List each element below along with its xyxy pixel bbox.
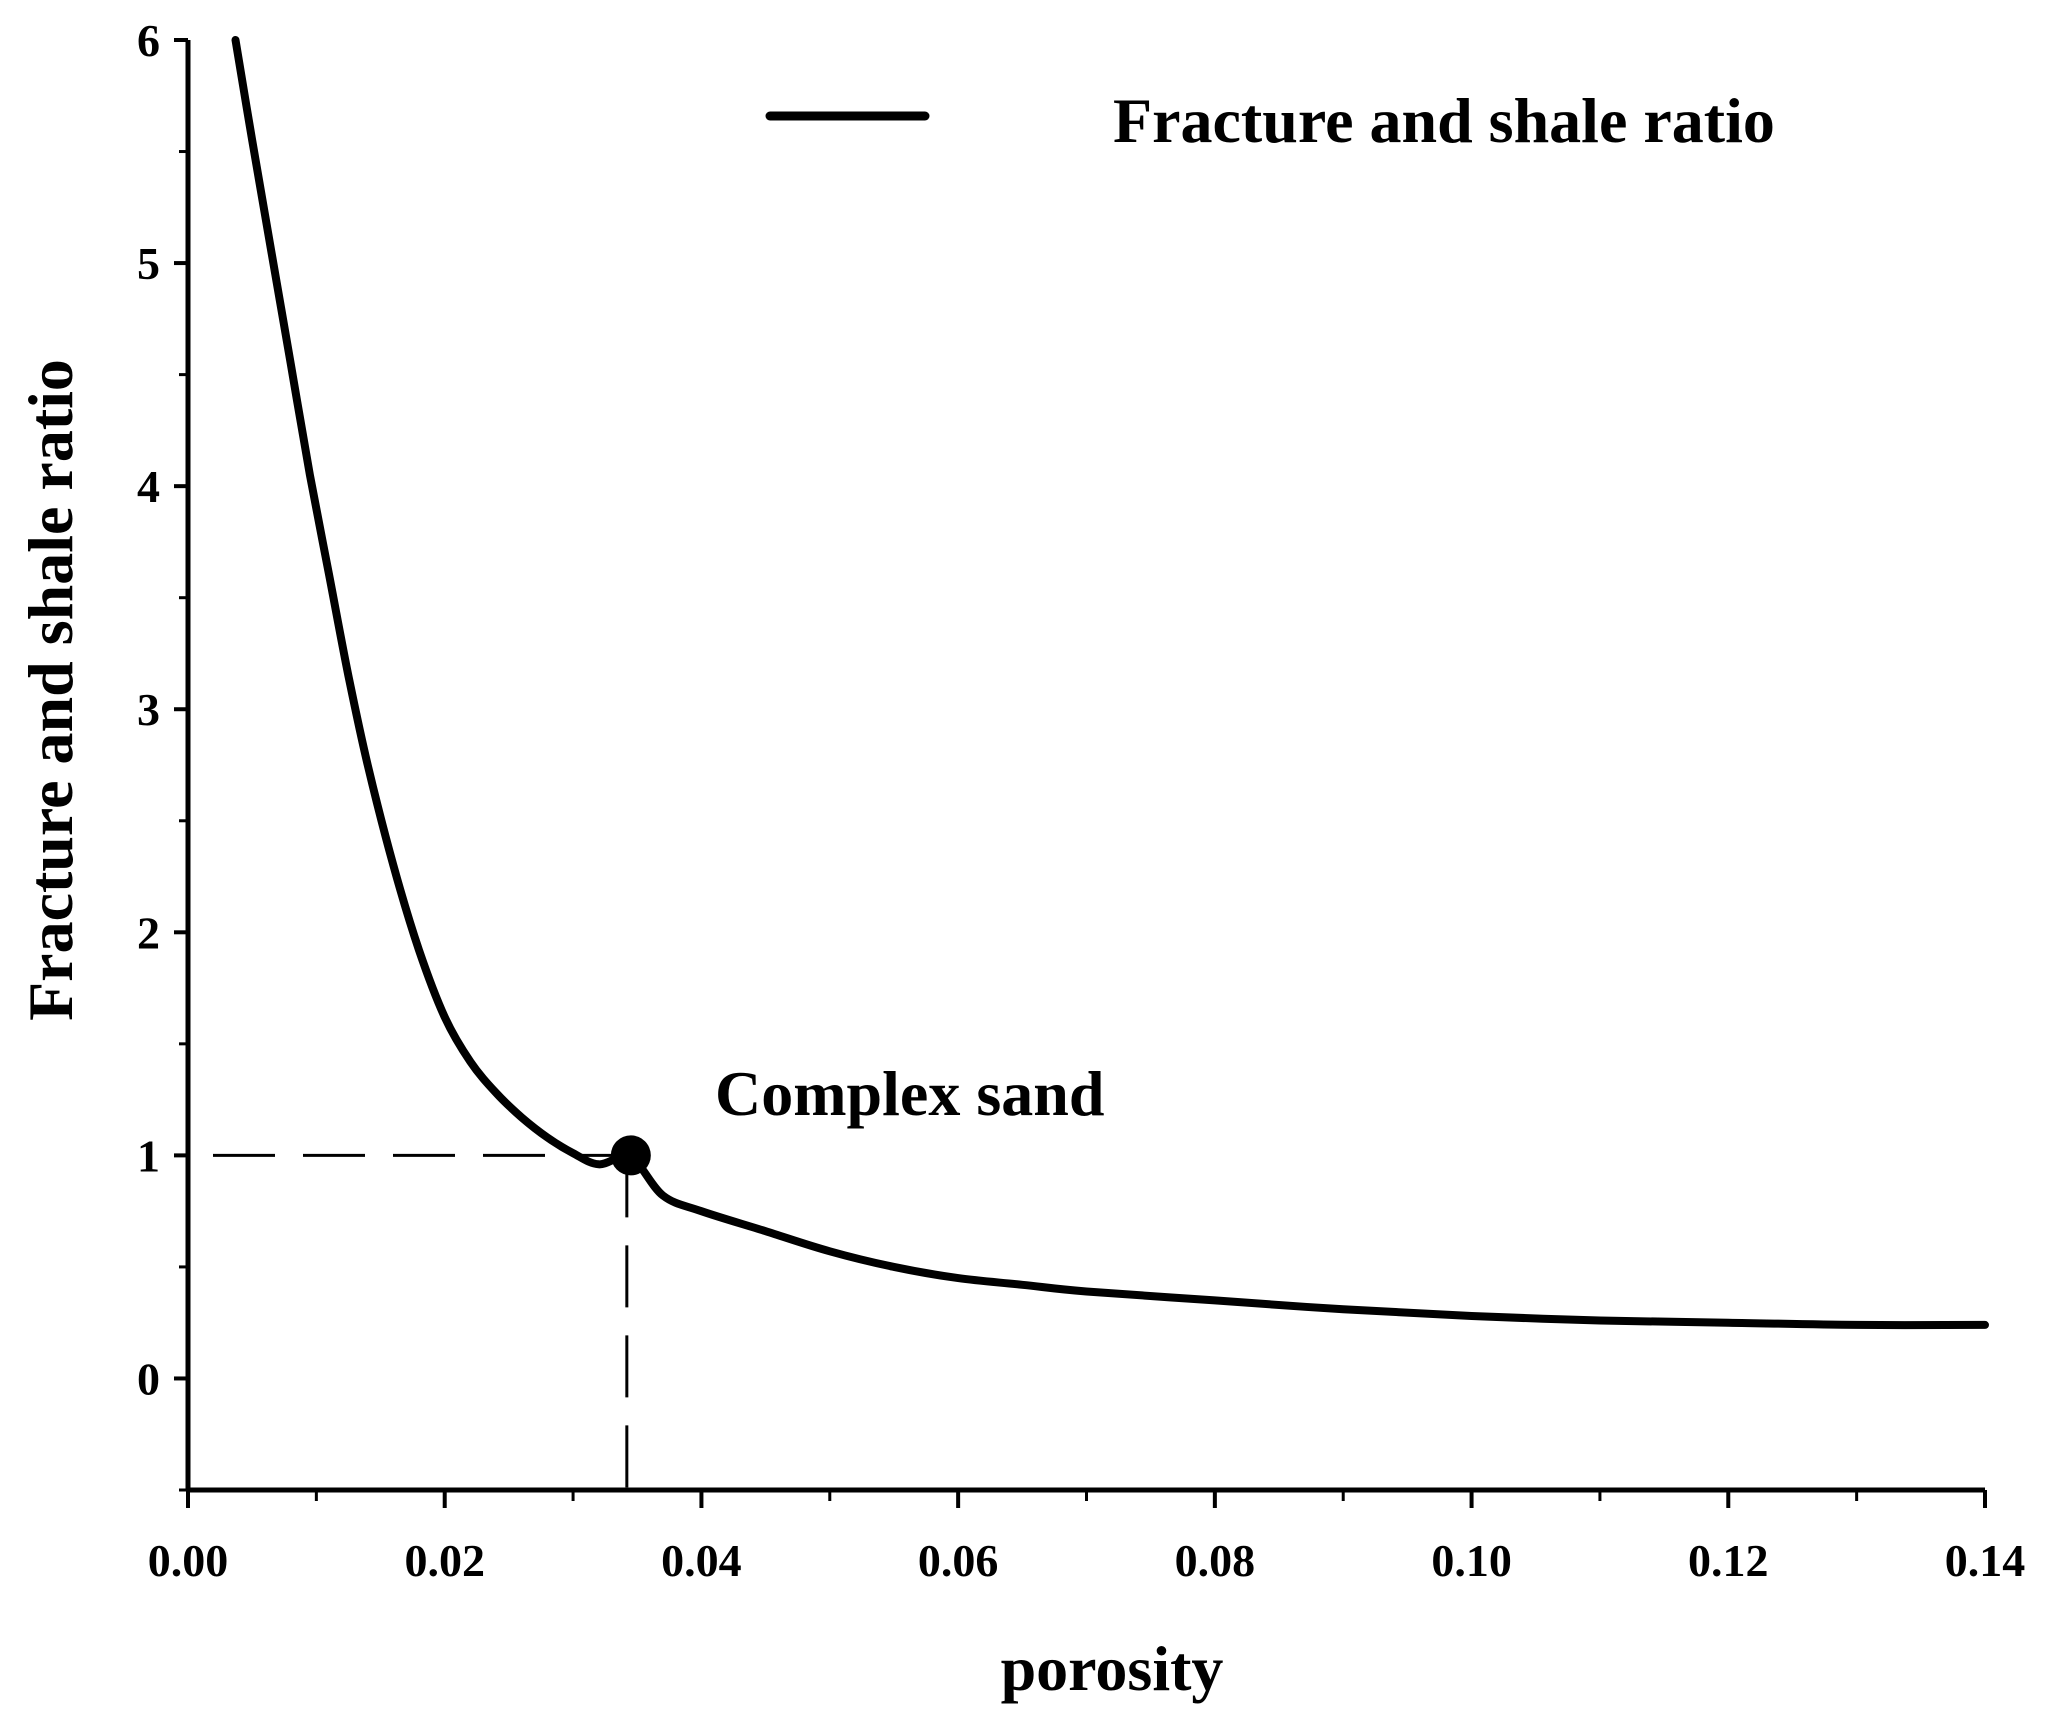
x-tick-label: 0.12 <box>1688 1535 1769 1586</box>
highlight-point <box>610 1135 651 1176</box>
x-tick-label: 0.04 <box>661 1535 742 1586</box>
x-tick-label: 0.06 <box>918 1535 999 1586</box>
y-axis-title: Fracture and shale ratio <box>15 359 86 1021</box>
x-tick-label: 0.02 <box>404 1535 485 1586</box>
series-group <box>231 36 1989 1330</box>
y-tick-label: 5 <box>137 238 160 289</box>
highlight-group <box>610 1135 651 1176</box>
y-tick-label: 0 <box>137 1353 160 1404</box>
axes: 0.00 0.02 0.04 0.06 0.08 0.10 0.12 0.14 0 1 2 3 4 5 6 <box>137 15 2025 1586</box>
y-tick-label: 1 <box>137 1130 160 1181</box>
legend: Fracture and shale ratio <box>765 85 1775 156</box>
y-tick-label: 3 <box>137 684 160 735</box>
x-tick-label: 0.14 <box>1945 1535 2026 1586</box>
y-tick-label: 4 <box>137 461 160 512</box>
series-line <box>231 36 1989 1330</box>
x-tick-label: 0.00 <box>148 1535 229 1586</box>
y-tick-label: 6 <box>137 15 160 66</box>
guide-lines <box>213 1153 631 1490</box>
x-tick-label: 0.08 <box>1175 1535 1256 1586</box>
highlight-annotation: Complex sand <box>715 1058 1104 1129</box>
x-tick-label: 0.10 <box>1431 1535 1512 1586</box>
x-axis-title: porosity <box>1001 1633 1224 1704</box>
y-tick-label: 2 <box>137 907 160 958</box>
legend-label: Fracture and shale ratio <box>1113 85 1775 156</box>
